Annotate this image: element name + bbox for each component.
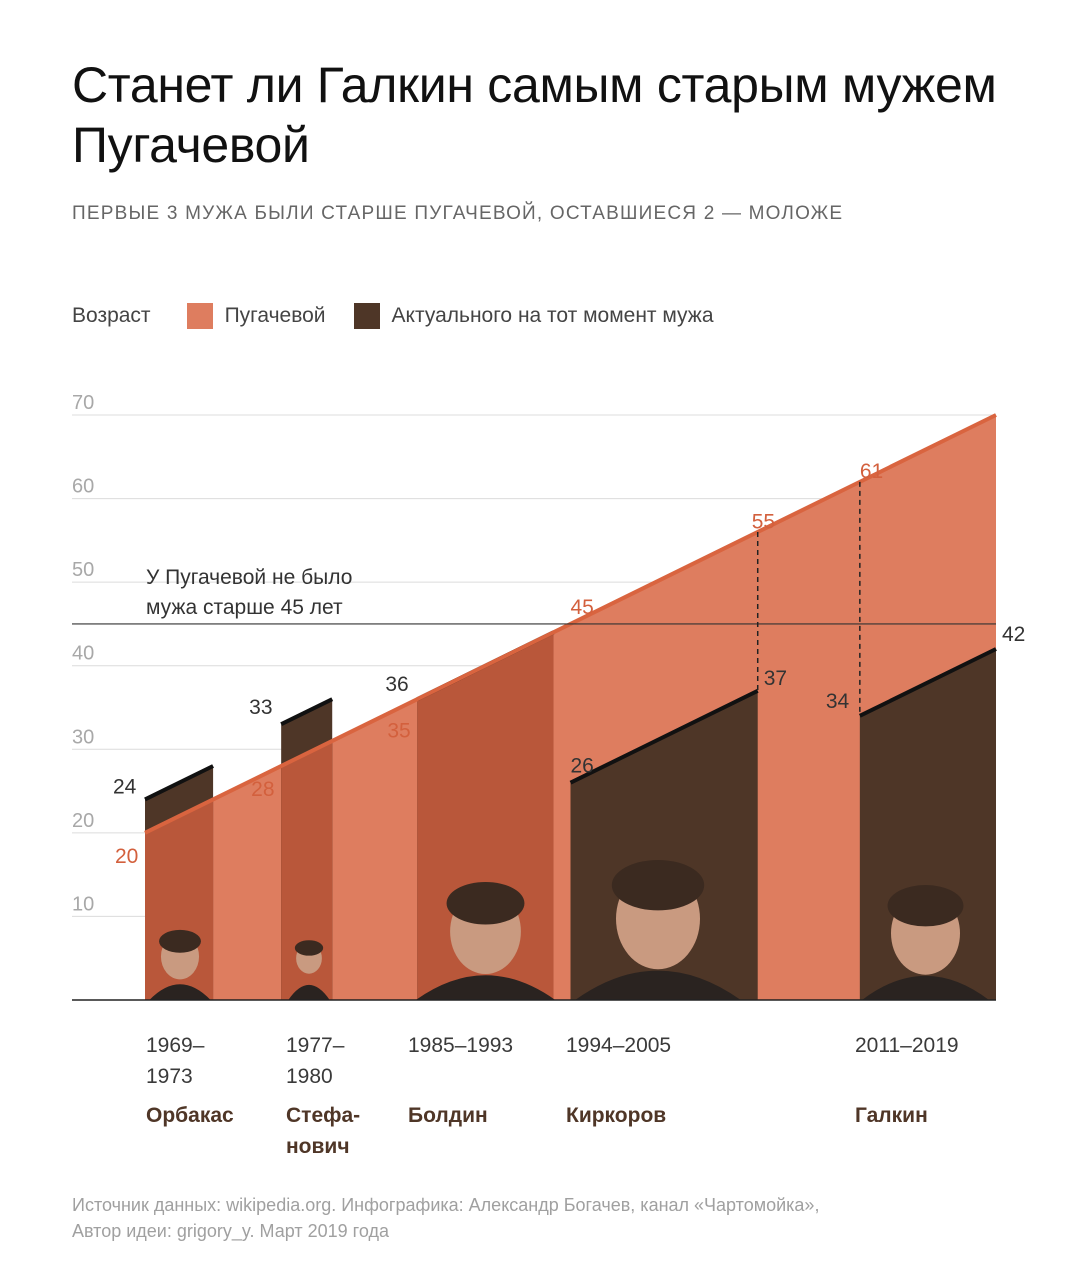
husband-age-line-1 xyxy=(280,697,334,727)
y-tick-label-70: 70 xyxy=(72,392,94,414)
chart-subtitle: ПЕРВЫЕ 3 МУЖА БЫЛИ СТАРШЕ ПУГАЧЕВОЙ, ОСТ… xyxy=(72,203,844,224)
portrait-galkin xyxy=(862,885,989,1000)
husband-age-line-0 xyxy=(144,764,214,802)
husband-value-label-36: 36 xyxy=(385,673,408,696)
husband-name-boldin: Болдин xyxy=(408,1104,488,1127)
husband-name-stefanovich: Стефа-нович xyxy=(286,1104,361,1158)
pugacheva-during-marriage-1 xyxy=(281,740,333,1000)
source-note: Источник данных: wikipedia.org. Инфограф… xyxy=(72,1192,1032,1244)
y-tick-label-10: 10 xyxy=(72,893,94,915)
husband-age-line-4 xyxy=(858,647,997,718)
pugacheva-age-area xyxy=(145,415,996,1000)
y-tick-label-30: 30 xyxy=(72,726,94,748)
husband-value-label-42: 42 xyxy=(1002,623,1025,646)
y-tick-label-50: 50 xyxy=(72,559,94,581)
period-label-kirkorov: 1994–2005 xyxy=(566,1034,672,1057)
pugacheva-value-label-55: 55 xyxy=(752,510,775,533)
period-label-stefanovich: 1977– 1980 xyxy=(286,1034,345,1088)
legend-label-pugacheva: Пугачевой xyxy=(224,304,326,327)
annotation-line-1: У Пугачевой не было xyxy=(146,566,352,589)
pugacheva-value-label-20: 20 xyxy=(115,845,138,868)
husband-name-kirkorov: Киркоров xyxy=(566,1104,667,1127)
husband-name-galkin: Галкин xyxy=(855,1104,928,1127)
source-line-2: Автор идеи: grigory_y. Март 2019 года xyxy=(72,1221,389,1241)
portrait-stefanovich xyxy=(288,940,330,1000)
pugacheva-value-label-45: 45 xyxy=(571,596,594,619)
pugacheva-value-label-61: 61 xyxy=(860,460,883,483)
period-label-orbakas: 1969– 1973 xyxy=(146,1034,205,1088)
legend: Возраст Пугачевой Актуального на тот мом… xyxy=(72,302,742,330)
legend-item-husband: Актуального на тот момент мужа xyxy=(353,303,714,329)
period-label-galkin: 2011–2019 xyxy=(855,1034,959,1057)
portrait-boldin xyxy=(415,882,556,1000)
period-label-boldin: 1985–1993 xyxy=(408,1034,514,1057)
husband-name-orbakas: Орбакас xyxy=(146,1104,234,1127)
pugacheva-value-label-28: 28 xyxy=(251,778,274,801)
legend-item-pugacheva: Пугачевой xyxy=(186,303,326,329)
legend-lead-label: Возраст xyxy=(72,304,151,327)
legend-label-husband: Актуального на тот момент мужа xyxy=(391,304,714,327)
husband-value-label-26: 26 xyxy=(571,755,594,778)
source-line-1: Источник данных: wikipedia.org. Инфограф… xyxy=(72,1195,820,1215)
annotation-line-2: мужа старше 45 лет xyxy=(146,596,343,619)
portrait-kirkorov xyxy=(575,860,741,1000)
chart-title: Станет ли Галкин самым старым мужем Пуга… xyxy=(72,57,997,173)
husband-value-label-34: 34 xyxy=(826,690,850,713)
legend-swatch-pugacheva xyxy=(186,303,213,329)
y-tick-label-60: 60 xyxy=(72,476,94,498)
pugacheva-value-label-35: 35 xyxy=(387,720,410,743)
husband-value-label-37: 37 xyxy=(764,667,787,690)
legend-swatch-husband xyxy=(353,303,380,329)
portrait-orbakas xyxy=(149,929,211,1000)
husband-value-label-24: 24 xyxy=(113,775,137,798)
husband-value-label-33: 33 xyxy=(249,696,272,719)
y-tick-label-40: 40 xyxy=(72,643,94,665)
husband-age-line-3 xyxy=(569,688,759,785)
y-tick-label-20: 20 xyxy=(72,810,94,832)
